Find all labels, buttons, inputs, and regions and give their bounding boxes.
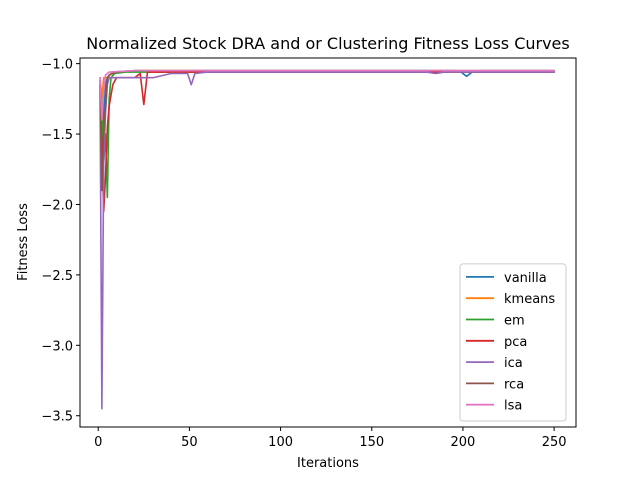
legend-label-ica: ica	[504, 356, 523, 371]
x-tick-label: 250	[542, 435, 567, 450]
axis-ticks: 0 50 100 150 200 250 −3.5 −3.0 −2.5 −2.0 −1.5 −1.0	[41, 58, 566, 450]
y-tick-label: −3.5	[41, 410, 73, 425]
plot-area	[99, 69, 555, 410]
chart-title: Normalized Stock DRA and or Clustering F…	[86, 34, 569, 53]
y-tick-label: −1.5	[41, 128, 73, 143]
x-tick-label: 50	[181, 435, 198, 450]
legend-label-lsa: lsa	[504, 399, 522, 414]
plot-frame	[79, 57, 577, 428]
series-line-em	[99, 71, 555, 199]
x-tick-label: 0	[94, 435, 102, 450]
legend: vanilla kmeans em pca ica rca lsa	[459, 263, 567, 422]
x-tick-label: 150	[359, 435, 384, 450]
y-tick-label: −3.0	[41, 339, 73, 354]
y-axis-title: Fitness Loss	[16, 203, 31, 281]
x-tick-label: 100	[268, 435, 293, 450]
legend-box	[459, 263, 567, 422]
y-tick-label: −1.0	[41, 58, 73, 73]
legend-label-pca: pca	[504, 335, 527, 350]
legend-label-vanilla: vanilla	[504, 271, 547, 286]
legend-label-kmeans: kmeans	[504, 292, 555, 307]
y-tick-label: −2.5	[41, 269, 73, 284]
series-line-lsa	[99, 69, 555, 121]
x-tick-label: 200	[451, 435, 476, 450]
y-tick-label: −2.0	[41, 198, 73, 213]
legend-label-em: em	[504, 314, 525, 329]
x-axis-title: Iterations	[297, 456, 359, 471]
legend-label-rca: rca	[504, 377, 524, 392]
